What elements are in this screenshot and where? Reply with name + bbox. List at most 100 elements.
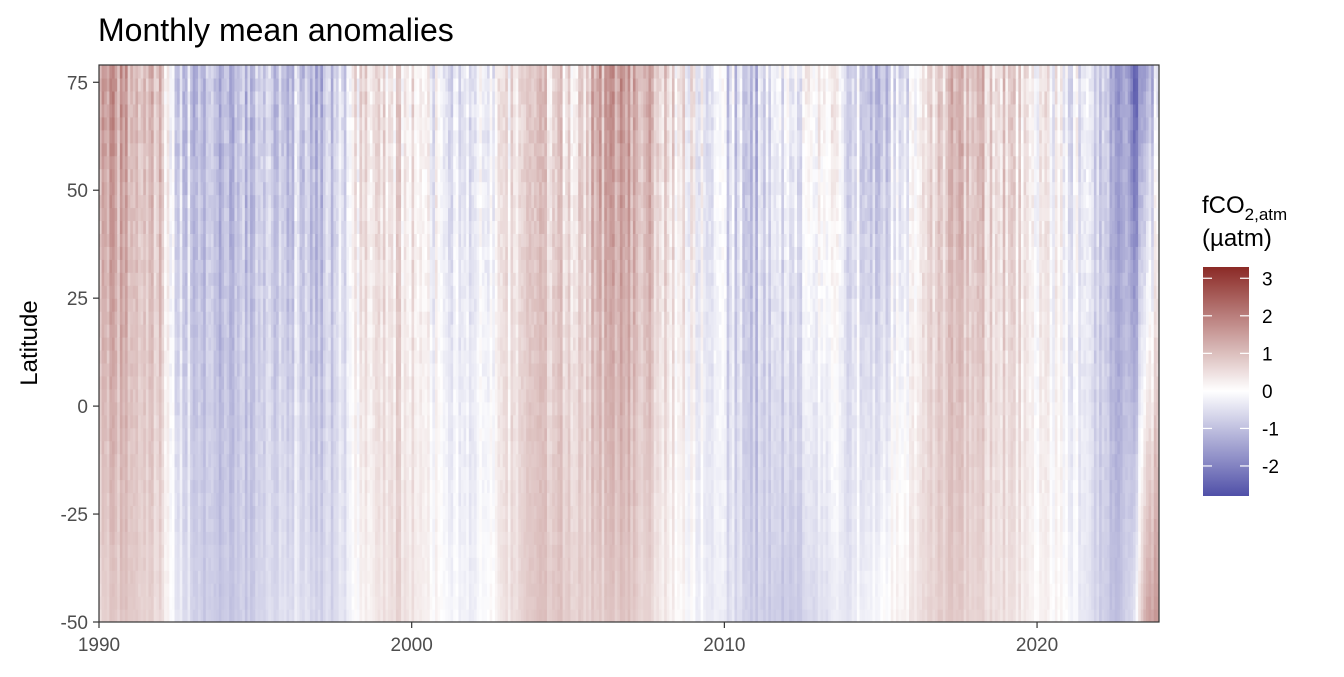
- heatmap-cell: [203, 129, 207, 144]
- heatmap-cell: [197, 155, 202, 170]
- heatmap-cell: [341, 570, 345, 584]
- heatmap-cell: [205, 259, 209, 273]
- heatmap-cell: [218, 259, 222, 273]
- heatmap-cell: [135, 414, 139, 429]
- heatmap-cell: [187, 311, 191, 325]
- heatmap-cell: [312, 596, 316, 610]
- heatmap-cell: [106, 285, 111, 299]
- heatmap-cell: [182, 142, 186, 157]
- heatmap-cell: [151, 583, 155, 597]
- heatmap-cell: [161, 285, 165, 299]
- heatmap-cell: [184, 466, 189, 481]
- heatmap-cell: [132, 181, 137, 196]
- heatmap-cell: [164, 440, 168, 455]
- heatmap-cell: [369, 194, 374, 209]
- heatmap-cell: [341, 401, 345, 416]
- heatmap-cell: [203, 466, 207, 481]
- heatmap-cell: [166, 466, 170, 481]
- heatmap-cell: [330, 194, 334, 209]
- heatmap-cell: [164, 168, 168, 183]
- heatmap-cell: [294, 505, 298, 519]
- heatmap-cell: [369, 388, 374, 403]
- heatmap-cell: [166, 414, 170, 429]
- heatmap-cell: [151, 337, 155, 351]
- heatmap-cell: [130, 479, 134, 494]
- heatmap-cell: [153, 272, 157, 286]
- heatmap-cell: [377, 349, 381, 364]
- heatmap-cell: [299, 570, 303, 584]
- heatmap-cell: [320, 375, 324, 390]
- heatmap-cell: [338, 349, 342, 364]
- heatmap-cell: [153, 142, 157, 157]
- heatmap-cell: [333, 414, 337, 429]
- heatmap-cell: [182, 349, 186, 364]
- heatmap-cell: [294, 77, 298, 92]
- heatmap-cell: [341, 440, 345, 455]
- heatmap-cell: [380, 129, 384, 144]
- heatmap-cell: [179, 311, 183, 325]
- heatmap-cell: [286, 492, 290, 507]
- heatmap-cell: [255, 324, 259, 338]
- heatmap-cell: [190, 285, 194, 299]
- heatmap-cell: [257, 220, 262, 234]
- heatmap-cell: [336, 544, 340, 558]
- heatmap-cell: [182, 518, 186, 532]
- heatmap-cell: [135, 181, 139, 196]
- heatmap-cell: [338, 259, 342, 273]
- heatmap-cell: [356, 609, 361, 622]
- heatmap-cell: [312, 609, 316, 622]
- heatmap-cell: [109, 505, 113, 519]
- heatmap-cell: [270, 129, 275, 144]
- heatmap-cell: [317, 285, 321, 299]
- heatmap-cell: [239, 77, 243, 92]
- heatmap-cell: [265, 362, 269, 377]
- heatmap-cell: [382, 570, 387, 584]
- heatmap-cell: [393, 596, 397, 610]
- heatmap-cell: [276, 246, 280, 260]
- heatmap-cell: [294, 440, 298, 455]
- heatmap-cell: [351, 233, 355, 247]
- heatmap-cell: [171, 246, 176, 260]
- heatmap-cell: [112, 65, 116, 79]
- heatmap-cell: [252, 337, 256, 351]
- heatmap-cell: [385, 129, 389, 144]
- heatmap-cell: [260, 609, 264, 622]
- heatmap-cell: [341, 77, 345, 92]
- heatmap-cell: [114, 609, 118, 622]
- heatmap-cell: [122, 492, 126, 507]
- heatmap-cell: [315, 90, 319, 105]
- heatmap-cell: [304, 466, 308, 481]
- heatmap-cell: [224, 479, 228, 494]
- heatmap-cell: [229, 596, 233, 610]
- heatmap-cell: [106, 194, 111, 209]
- heatmap-cell: [122, 414, 126, 429]
- heatmap-cell: [153, 311, 157, 325]
- heatmap-cell: [325, 168, 329, 183]
- heatmap-cell: [125, 90, 129, 105]
- heatmap-cell: [286, 544, 290, 558]
- heatmap-cell: [184, 259, 189, 273]
- heatmap-cell: [197, 466, 202, 481]
- heatmap-cell: [197, 596, 202, 610]
- heatmap-cell: [278, 453, 282, 468]
- heatmap-cell: [354, 246, 358, 260]
- heatmap-cell: [218, 609, 222, 622]
- heatmap-cell: [372, 181, 376, 196]
- heatmap-cell: [190, 596, 194, 610]
- heatmap-cell: [356, 466, 361, 481]
- heatmap-cell: [247, 246, 251, 260]
- heatmap-cell: [312, 129, 316, 144]
- heatmap-cell: [294, 362, 298, 377]
- heatmap-cell: [239, 298, 243, 312]
- heatmap-cell: [382, 401, 387, 416]
- heatmap-cell: [385, 194, 389, 209]
- heatmap-cell: [140, 479, 144, 494]
- heatmap-cell: [377, 492, 381, 507]
- heatmap-cell: [210, 518, 215, 532]
- heatmap-cell: [369, 155, 374, 170]
- heatmap-cell: [135, 466, 139, 481]
- heatmap-cell: [268, 453, 272, 468]
- heatmap-cell: [349, 181, 353, 196]
- heatmap-cell: [315, 181, 319, 196]
- heatmap-cell: [302, 349, 306, 364]
